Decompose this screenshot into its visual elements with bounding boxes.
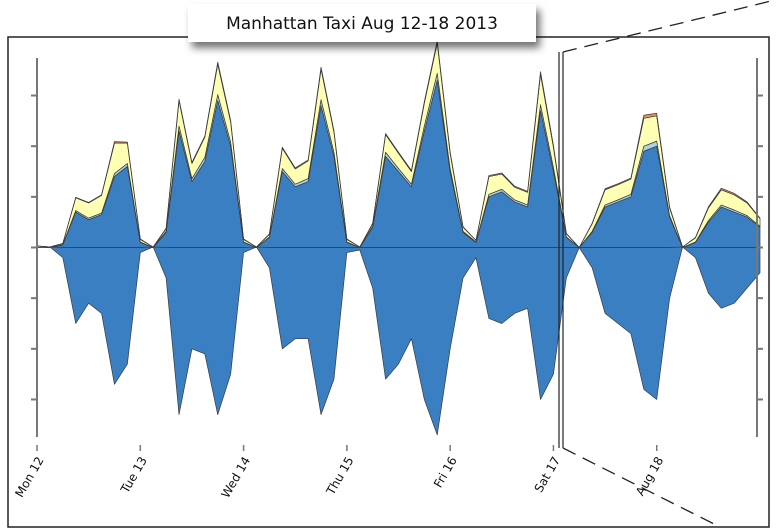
zoom-guide [562,0,776,53]
plot-area [36,40,761,436]
chart-title: Manhattan Taxi Aug 12-18 2013 [226,14,498,34]
stream-layer [36,245,761,436]
title-box [188,4,536,42]
title-background [188,4,536,42]
zoom-guide [562,447,721,528]
stream-layer [36,40,761,248]
